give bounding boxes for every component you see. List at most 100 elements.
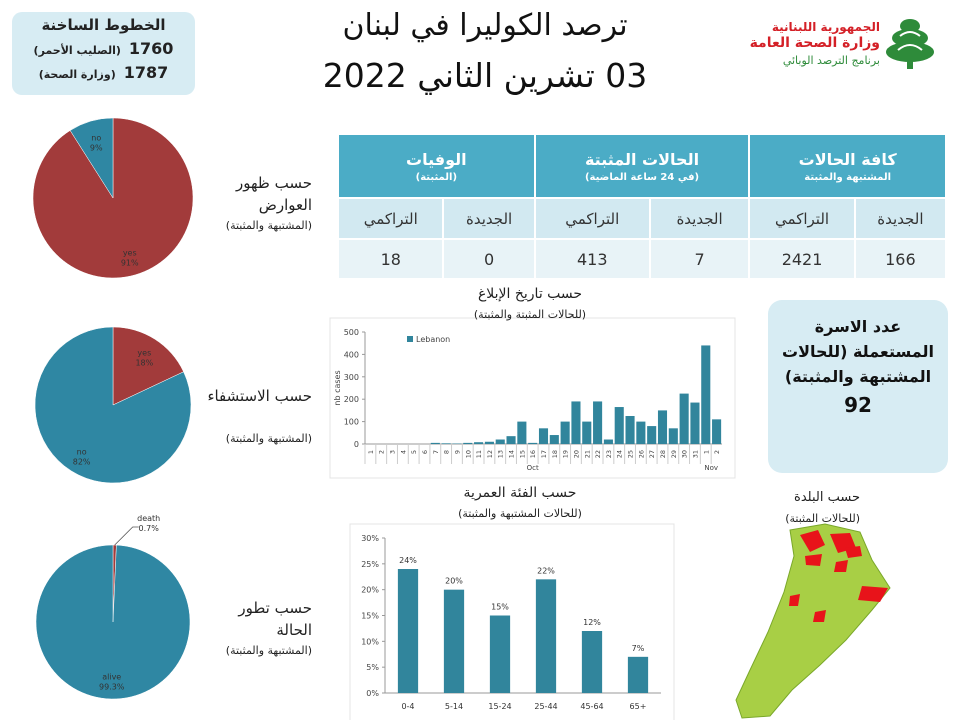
bar: [571, 401, 581, 444]
x-tick-label: 13: [497, 450, 505, 458]
value-label: 7%: [632, 644, 645, 653]
family-box: عدد الاسرة المستعملة (للحالات المشتبهة و…: [768, 300, 948, 473]
hotline-label: (وزارة الصحة): [38, 68, 116, 81]
group-title: الحالات المثبتة: [584, 149, 700, 169]
chart-frame: [329, 317, 736, 479]
y-tick-label: 0%: [366, 689, 379, 698]
bar: [443, 589, 465, 693]
legend-swatch: [407, 336, 413, 342]
y-tick-label: 30%: [361, 534, 379, 543]
slice-value: 0.7%: [139, 524, 160, 533]
logo-text: برنامج الترصد الوبائي: [782, 54, 880, 67]
column-header: التراكمي: [336, 197, 445, 240]
kpi-value: 413: [533, 238, 651, 280]
column-header: الجديدة: [442, 197, 536, 240]
x-tick-label: 2: [378, 450, 386, 454]
logo-text: وزارة الصحة العامة: [749, 35, 880, 51]
slice-label: yes: [123, 249, 137, 258]
x-tick-label: 22: [594, 450, 602, 458]
group-header: الحالات المثبتة (في 24 ساعة الماضية): [533, 133, 751, 199]
x-tick-label: 65+: [630, 702, 647, 711]
bar: [582, 421, 592, 444]
bar: [679, 393, 689, 444]
bar: [625, 416, 635, 444]
x-tick-label: 20: [572, 450, 580, 458]
x-tick-label: 8: [443, 450, 451, 454]
logo-text: الجمهورية اللبنانية: [771, 20, 880, 34]
x-tick-label: 30: [681, 450, 689, 458]
bar: [535, 579, 557, 693]
hotline-number: 1787: [123, 63, 169, 82]
bar: [495, 439, 505, 444]
x-tick-label: 5-14: [445, 702, 463, 711]
x-tick-label: 31: [691, 450, 699, 458]
bar: [701, 345, 711, 444]
family-title: عدد الاسرة المستعملة (للحالات المشتبهة و…: [782, 317, 934, 386]
slice-value: 18%: [135, 359, 153, 368]
chart-title: حسب الفئة العمرية: [463, 485, 577, 501]
slice-value: 9%: [90, 143, 103, 152]
column-header: الجديدة: [648, 197, 751, 240]
x-tick-label: 15: [518, 450, 526, 458]
hotline-row: 1760 (الصليب الأحمر): [12, 39, 195, 58]
y-tick-label: 200: [344, 395, 359, 404]
bar: [538, 428, 549, 444]
hotline-row: 1787 (وزارة الصحة): [12, 63, 195, 82]
bar: [603, 439, 613, 444]
group-subtitle: (المثبتة): [415, 171, 458, 183]
x-tick-label: 4: [399, 450, 407, 454]
pie-slice: [34, 326, 192, 484]
x-tick-label: 11: [475, 450, 483, 458]
leader-line: [114, 526, 139, 546]
group-subtitle: المشتبهة والمثبتة: [804, 171, 892, 183]
x-tick-label: 21: [583, 450, 591, 458]
x-tick-label: 15-24: [488, 702, 511, 711]
bar: [549, 435, 559, 444]
y-tick-label: 400: [344, 350, 359, 359]
pie-subtitle: (المشتبهة والمثبتة): [225, 219, 312, 232]
x-tick-label: 10: [464, 450, 472, 458]
x-tick-label: 45-64: [580, 702, 603, 711]
bar: [636, 421, 646, 444]
x-tick-label: 19: [562, 450, 570, 458]
map-subtitle: (للحالات المثبتة): [785, 512, 860, 525]
slice-label: alive: [102, 673, 121, 682]
x-tick-label: 3: [389, 450, 397, 454]
y-tick-label: 10%: [361, 637, 379, 646]
pie-title: حسب الاستشفاء: [207, 387, 312, 405]
x-tick-label: 25: [627, 450, 635, 458]
bar: [690, 402, 700, 444]
family-value: 92: [844, 393, 872, 417]
group-header: كافة الحالات المشتبهة والمثبتة: [748, 133, 947, 199]
slice-value: 91%: [121, 259, 139, 268]
y-tick-label: 15%: [361, 612, 379, 621]
logo-icon: [886, 19, 934, 69]
map: [735, 523, 891, 719]
chart-title: حسب تاريخ الإبلاغ: [477, 286, 583, 302]
group-title: الوفيات: [406, 149, 467, 169]
hotline-title: الخطوط الساخنة: [41, 16, 166, 34]
kpi-value: 7: [648, 238, 751, 280]
x-group-label: Nov: [704, 464, 718, 472]
x-tick-label: 17: [540, 450, 548, 458]
slice-label: no: [91, 133, 101, 142]
bar: [712, 419, 722, 444]
bar: [397, 569, 419, 693]
hotline-box: الخطوط الساخنة 1760 (الصليب الأحمر) 1787 (وز…: [12, 12, 195, 95]
bar: [506, 436, 516, 444]
x-tick-label: 0-4: [401, 702, 414, 711]
kpi-value: 18: [336, 238, 445, 280]
column-header: التراكمي: [533, 197, 651, 240]
x-tick-label: 7: [432, 450, 440, 454]
pie-subtitle: (المشتبهة والمثبتة): [225, 644, 312, 657]
slice-value: 99.3%: [99, 683, 125, 692]
bar: [489, 615, 511, 693]
bar: [528, 442, 538, 444]
bar: [657, 410, 668, 444]
x-tick-label: 28: [659, 450, 667, 458]
x-tick-label: 1: [367, 450, 375, 454]
y-tick-label: 100: [344, 418, 359, 427]
y-tick-label: 20%: [361, 586, 379, 595]
slice-label: death: [137, 514, 160, 523]
